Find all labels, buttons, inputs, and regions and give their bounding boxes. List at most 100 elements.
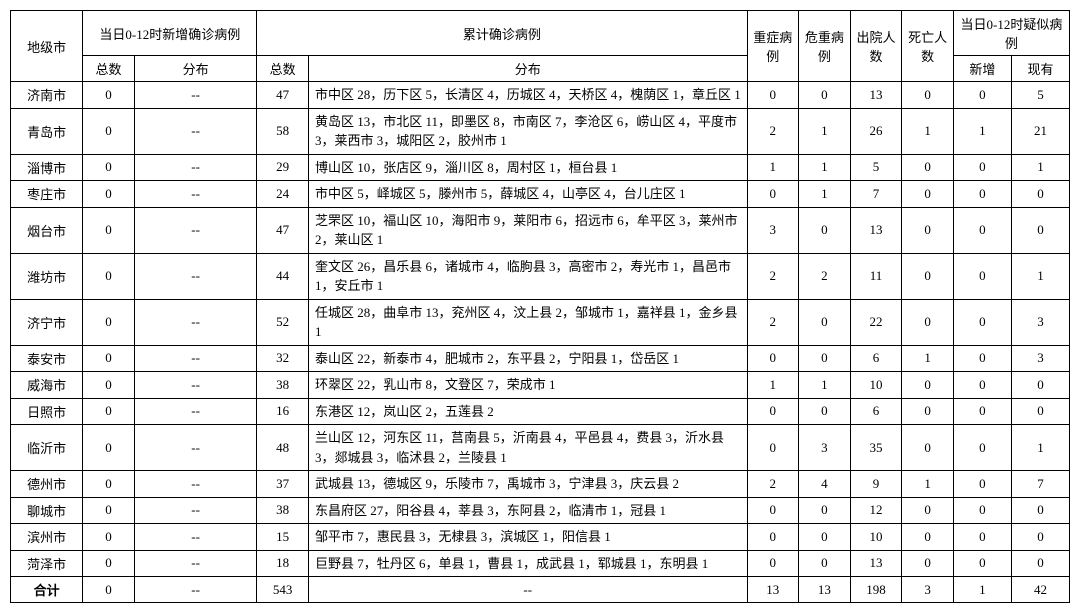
cell: -- xyxy=(134,372,257,399)
cell: 4 xyxy=(799,471,851,498)
cell: 10 xyxy=(850,524,902,551)
cell: 0 xyxy=(953,524,1011,551)
table-body: 济南市0--47市中区 28，历下区 5，长清区 4，历城区 4，天桥区 4，槐… xyxy=(11,82,1070,603)
cell: 9 xyxy=(850,471,902,498)
header-severe: 重症病例 xyxy=(747,11,799,82)
cell: 1 xyxy=(1011,425,1069,471)
cell: 奎文区 26，昌乐县 6，诸城市 4，临朐县 3，高密市 2，寿光市 1，昌邑市… xyxy=(308,253,747,299)
cell: 1 xyxy=(902,471,954,498)
cell: 0 xyxy=(83,425,135,471)
cell: 0 xyxy=(83,524,135,551)
cell: 16 xyxy=(257,398,309,425)
header-city: 地级市 xyxy=(11,11,83,82)
header-new-dist: 分布 xyxy=(134,56,257,82)
cell: 2 xyxy=(747,471,799,498)
cell: 烟台市 xyxy=(11,207,83,253)
cell: 3 xyxy=(902,577,954,603)
cell: 6 xyxy=(850,345,902,372)
cell: -- xyxy=(134,207,257,253)
cell: 0 xyxy=(83,550,135,577)
total-row: 合计0--543--13131983142 xyxy=(11,577,1070,603)
cell: 邹平市 7，惠民县 3，无棣县 3，滨城区 1，阳信县 1 xyxy=(308,524,747,551)
cell: 博山区 10，张店区 9，淄川区 8，周村区 1，桓台县 1 xyxy=(308,154,747,181)
cell: 24 xyxy=(257,181,309,208)
cell: 武城县 13，德城区 9，乐陵市 7，禹城市 3，宁津县 3，庆云县 2 xyxy=(308,471,747,498)
cell: 0 xyxy=(902,181,954,208)
cell: 21 xyxy=(1011,108,1069,154)
cell: 0 xyxy=(1011,181,1069,208)
cell: 3 xyxy=(1011,345,1069,372)
cell: 0 xyxy=(902,425,954,471)
cell: 0 xyxy=(747,425,799,471)
cell: 0 xyxy=(953,253,1011,299)
cell: 黄岛区 13，市北区 11，即墨区 8，市南区 7，李沧区 6，崂山区 4，平度… xyxy=(308,108,747,154)
cell: 2 xyxy=(747,108,799,154)
cell: 0 xyxy=(747,497,799,524)
cell: 0 xyxy=(747,524,799,551)
cell: 0 xyxy=(83,398,135,425)
cell: -- xyxy=(134,577,257,603)
cell: 0 xyxy=(953,497,1011,524)
cell: 0 xyxy=(799,345,851,372)
cell: 7 xyxy=(1011,471,1069,498)
cell: 0 xyxy=(902,299,954,345)
cell: 3 xyxy=(1011,299,1069,345)
cell: 0 xyxy=(799,398,851,425)
cell: -- xyxy=(134,299,257,345)
table-row: 日照市0--16东港区 12，岚山区 2，五莲县 2006000 xyxy=(11,398,1070,425)
cell: 29 xyxy=(257,154,309,181)
cell: 52 xyxy=(257,299,309,345)
header-critical: 危重病例 xyxy=(799,11,851,82)
cell: 0 xyxy=(83,299,135,345)
cell: 1 xyxy=(953,108,1011,154)
cell: 35 xyxy=(850,425,902,471)
cell: 32 xyxy=(257,345,309,372)
cell: 0 xyxy=(799,524,851,551)
cell: 0 xyxy=(83,108,135,154)
cell: 1 xyxy=(747,372,799,399)
cell: 0 xyxy=(83,207,135,253)
table-row: 枣庄市0--24市中区 5，峄城区 5，滕州市 5，薛城区 4，山亭区 4，台儿… xyxy=(11,181,1070,208)
cell: 6 xyxy=(850,398,902,425)
cell: 543 xyxy=(257,577,309,603)
cell: 5 xyxy=(850,154,902,181)
cell: -- xyxy=(308,577,747,603)
table-header: 地级市 当日0-12时新增确诊病例 累计确诊病例 重症病例 危重病例 出院人数 … xyxy=(11,11,1070,82)
cell: 7 xyxy=(850,181,902,208)
cell: 1 xyxy=(902,345,954,372)
cell: 0 xyxy=(83,345,135,372)
cell: 1 xyxy=(799,108,851,154)
cell: 38 xyxy=(257,372,309,399)
cell: 0 xyxy=(747,550,799,577)
table-row: 滨州市0--15邹平市 7，惠民县 3，无棣县 3，滨城区 1，阳信县 1001… xyxy=(11,524,1070,551)
cell: -- xyxy=(134,524,257,551)
cell: 0 xyxy=(953,207,1011,253)
cell: -- xyxy=(134,108,257,154)
cell: 潍坊市 xyxy=(11,253,83,299)
cell: 济南市 xyxy=(11,82,83,109)
cell: 0 xyxy=(953,82,1011,109)
cell: 2 xyxy=(799,253,851,299)
cell: 44 xyxy=(257,253,309,299)
cell: 0 xyxy=(1011,398,1069,425)
table-row: 威海市0--38环翠区 22，乳山市 8，文登区 7，荣成市 11110000 xyxy=(11,372,1070,399)
cell: 0 xyxy=(953,425,1011,471)
cell: 0 xyxy=(83,372,135,399)
cell: 0 xyxy=(747,398,799,425)
cell: 0 xyxy=(799,82,851,109)
cell: 198 xyxy=(850,577,902,603)
cell: 0 xyxy=(799,299,851,345)
cell: 0 xyxy=(953,299,1011,345)
cell: 菏泽市 xyxy=(11,550,83,577)
cell: 1 xyxy=(747,154,799,181)
cell: 0 xyxy=(953,550,1011,577)
cell: 聊城市 xyxy=(11,497,83,524)
cell: 0 xyxy=(1011,372,1069,399)
cell: 0 xyxy=(747,181,799,208)
cell: 0 xyxy=(83,253,135,299)
table-row: 烟台市0--47芝罘区 10，福山区 10，海阳市 9，莱阳市 6，招远市 6，… xyxy=(11,207,1070,253)
table-row: 潍坊市0--44奎文区 26，昌乐县 6，诸城市 4，临朐县 3，高密市 2，寿… xyxy=(11,253,1070,299)
cell: -- xyxy=(134,154,257,181)
cell: 0 xyxy=(953,181,1011,208)
cell: 2 xyxy=(747,253,799,299)
